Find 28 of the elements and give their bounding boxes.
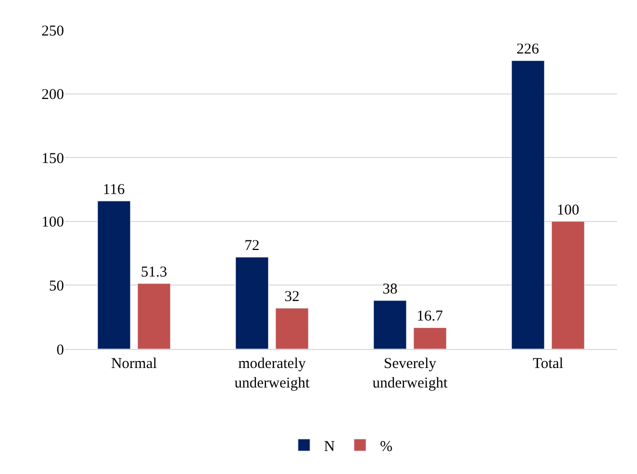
bar [137,283,171,349]
data-label: 100 [556,202,580,218]
bar [413,327,447,349]
bar [97,200,131,349]
data-label: 16.7 [416,308,444,325]
data-label: 51.3 [140,264,168,281]
x-tick-label: Normal [111,356,157,372]
y-tick-label: 100 [42,214,64,231]
bar [275,308,309,349]
y-tick-label: 200 [42,87,64,104]
data-label: 38 [382,282,398,298]
y-tick-label: 0 [56,342,64,358]
x-tick-label: Severely underweight [372,356,448,392]
y-tick-label: 50 [49,278,64,294]
x-tick-label: moderately underweight [234,356,310,392]
data-label: 226 [516,42,540,58]
legend-label: N [324,438,335,455]
bar [235,256,269,349]
y-tick-label: 250 [42,23,64,40]
bar [551,221,585,349]
data-label: 72 [244,238,260,254]
y-tick-label: 150 [42,150,64,167]
data-label: 32 [284,289,300,306]
legend-label: % [380,438,392,455]
bar [373,300,407,349]
data-label: 116 [102,182,126,198]
bar [511,60,545,349]
x-tick-label: Total [532,356,564,372]
